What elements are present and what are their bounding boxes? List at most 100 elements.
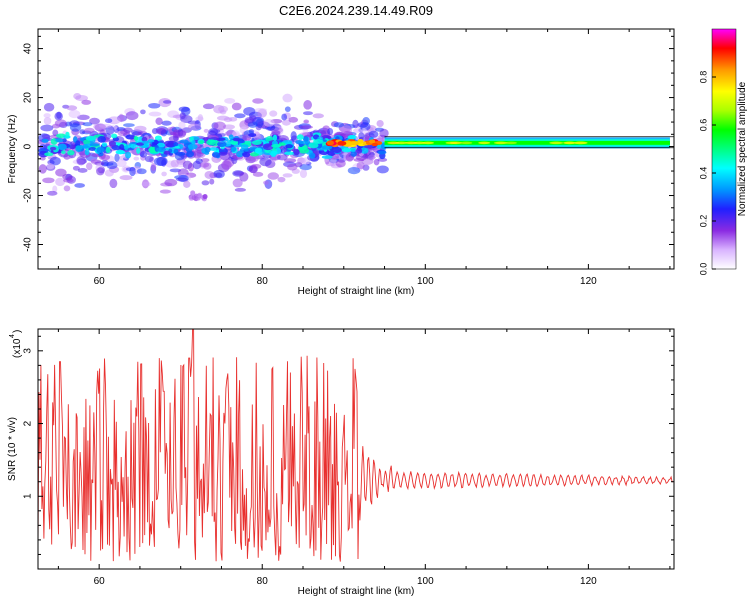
heatmap-cell — [249, 152, 259, 157]
heatmap-cell — [192, 160, 202, 170]
heatmap-cell — [108, 140, 117, 147]
heatmap-cell — [69, 144, 76, 150]
colorbar-tick-label: 0.8 — [698, 71, 708, 84]
heatmap-cell — [191, 195, 197, 201]
spectrogram-y-label: Frequency (Hz) — [7, 115, 18, 184]
heatmap-cell — [551, 141, 564, 145]
heatmap-cell — [49, 146, 57, 151]
heatmap-cell — [239, 172, 249, 182]
heatmap-cell — [54, 111, 63, 121]
heatmap-cell — [155, 117, 163, 126]
heatmap-cell — [80, 145, 90, 149]
heatmap-cell — [104, 169, 114, 177]
heatmap-cell — [55, 168, 67, 177]
heatmap-cell — [170, 159, 179, 168]
heatmap-cell — [55, 177, 66, 187]
spectrogram-y-tick-label: -40 — [23, 237, 34, 252]
heatmap-cell — [144, 155, 154, 163]
heatmap-cell — [61, 150, 66, 155]
heatmap-cell — [303, 111, 313, 116]
heatmap-cell — [155, 146, 167, 153]
heatmap-cell — [368, 154, 376, 161]
heatmap-cell — [114, 153, 120, 163]
heatmap-cell — [105, 125, 115, 135]
heatmap-cell — [123, 127, 133, 133]
heatmap-cell — [58, 143, 67, 151]
heatmap-cell — [129, 166, 136, 177]
heatmap-cell — [200, 158, 210, 163]
heatmap-cell — [68, 110, 81, 119]
heatmap-cell — [290, 135, 298, 143]
heatmap-cell — [38, 164, 47, 174]
heatmap-cell — [163, 140, 175, 147]
heatmap-cell — [313, 139, 324, 144]
heatmap-cell — [377, 157, 388, 162]
heatmap-cell — [125, 134, 136, 140]
heatmap-cell — [175, 177, 188, 182]
heatmap-cell — [136, 147, 141, 154]
heatmap-cell — [197, 192, 203, 198]
heatmap-cell — [573, 141, 586, 145]
heatmap-cell — [341, 147, 352, 153]
heatmap-cell — [243, 107, 256, 116]
spectrogram-x-tick-label: 60 — [94, 276, 106, 287]
heatmap-cell — [199, 161, 210, 168]
spectrogram-panel: 60 80 100 120 -40 -20 0 20 40 Height of straight… — [7, 28, 675, 297]
heatmap-cell — [168, 135, 180, 142]
heatmap-cell — [218, 105, 228, 113]
heatmap-cell — [52, 185, 58, 193]
heatmap-cell — [244, 117, 255, 124]
heatmap-cell — [52, 129, 59, 137]
heatmap-cell — [277, 176, 286, 183]
heatmap-cell — [353, 128, 362, 133]
heatmap-cell — [66, 105, 78, 111]
colorbar-tick-label: 0.6 — [698, 119, 708, 132]
heatmap-cell — [42, 177, 55, 184]
heatmap-cell — [564, 141, 577, 145]
heatmap-cell — [231, 102, 242, 111]
heatmap-cell — [327, 127, 334, 135]
heatmap-cell — [283, 158, 297, 163]
heatmap-cell — [173, 142, 179, 147]
heatmap-cell — [150, 163, 157, 172]
heatmap-cell — [133, 156, 140, 161]
heatmap-cell — [148, 111, 162, 117]
heatmap-cell — [125, 111, 139, 121]
heatmap-cell — [230, 141, 238, 145]
heatmap-cell — [43, 113, 51, 118]
heatmap-cell — [281, 113, 288, 121]
heatmap-cell — [141, 136, 148, 142]
heatmap-cell — [255, 118, 264, 128]
heatmap-cell — [241, 134, 252, 141]
heatmap-cell — [272, 134, 278, 141]
heatmap-cell — [96, 167, 105, 176]
heatmap-cell — [73, 93, 82, 100]
heatmap-cell — [232, 178, 243, 188]
heatmap-cell — [224, 97, 236, 104]
heatmap-cell — [186, 150, 194, 158]
heatmap-cell — [201, 180, 210, 186]
heatmap-cell — [269, 110, 278, 117]
heatmap-cell — [347, 167, 361, 175]
heatmap-cell — [259, 157, 272, 167]
heatmap-cell — [187, 143, 198, 150]
heatmap-cell — [360, 147, 369, 154]
colorbar-tick-label: 0.4 — [698, 167, 708, 180]
snr-series-line — [38, 329, 674, 562]
heatmap-cell — [177, 128, 184, 137]
heatmap-cell — [299, 169, 308, 178]
heatmap-cell — [133, 135, 139, 141]
heatmap-cell — [179, 139, 189, 144]
heatmap-cell — [84, 127, 95, 134]
heatmap-cell — [303, 136, 309, 143]
heatmap-cell — [213, 121, 226, 131]
heatmap-cell — [252, 171, 264, 177]
heatmap-cell — [303, 100, 312, 110]
heatmap-cell — [115, 149, 125, 155]
heatmap-cell — [252, 98, 264, 104]
heatmap-cell — [234, 113, 246, 119]
heatmap-cell — [93, 123, 106, 130]
heatmap-cell — [218, 151, 228, 156]
heatmap-cell — [89, 143, 100, 147]
heatmap-cell — [282, 93, 293, 103]
